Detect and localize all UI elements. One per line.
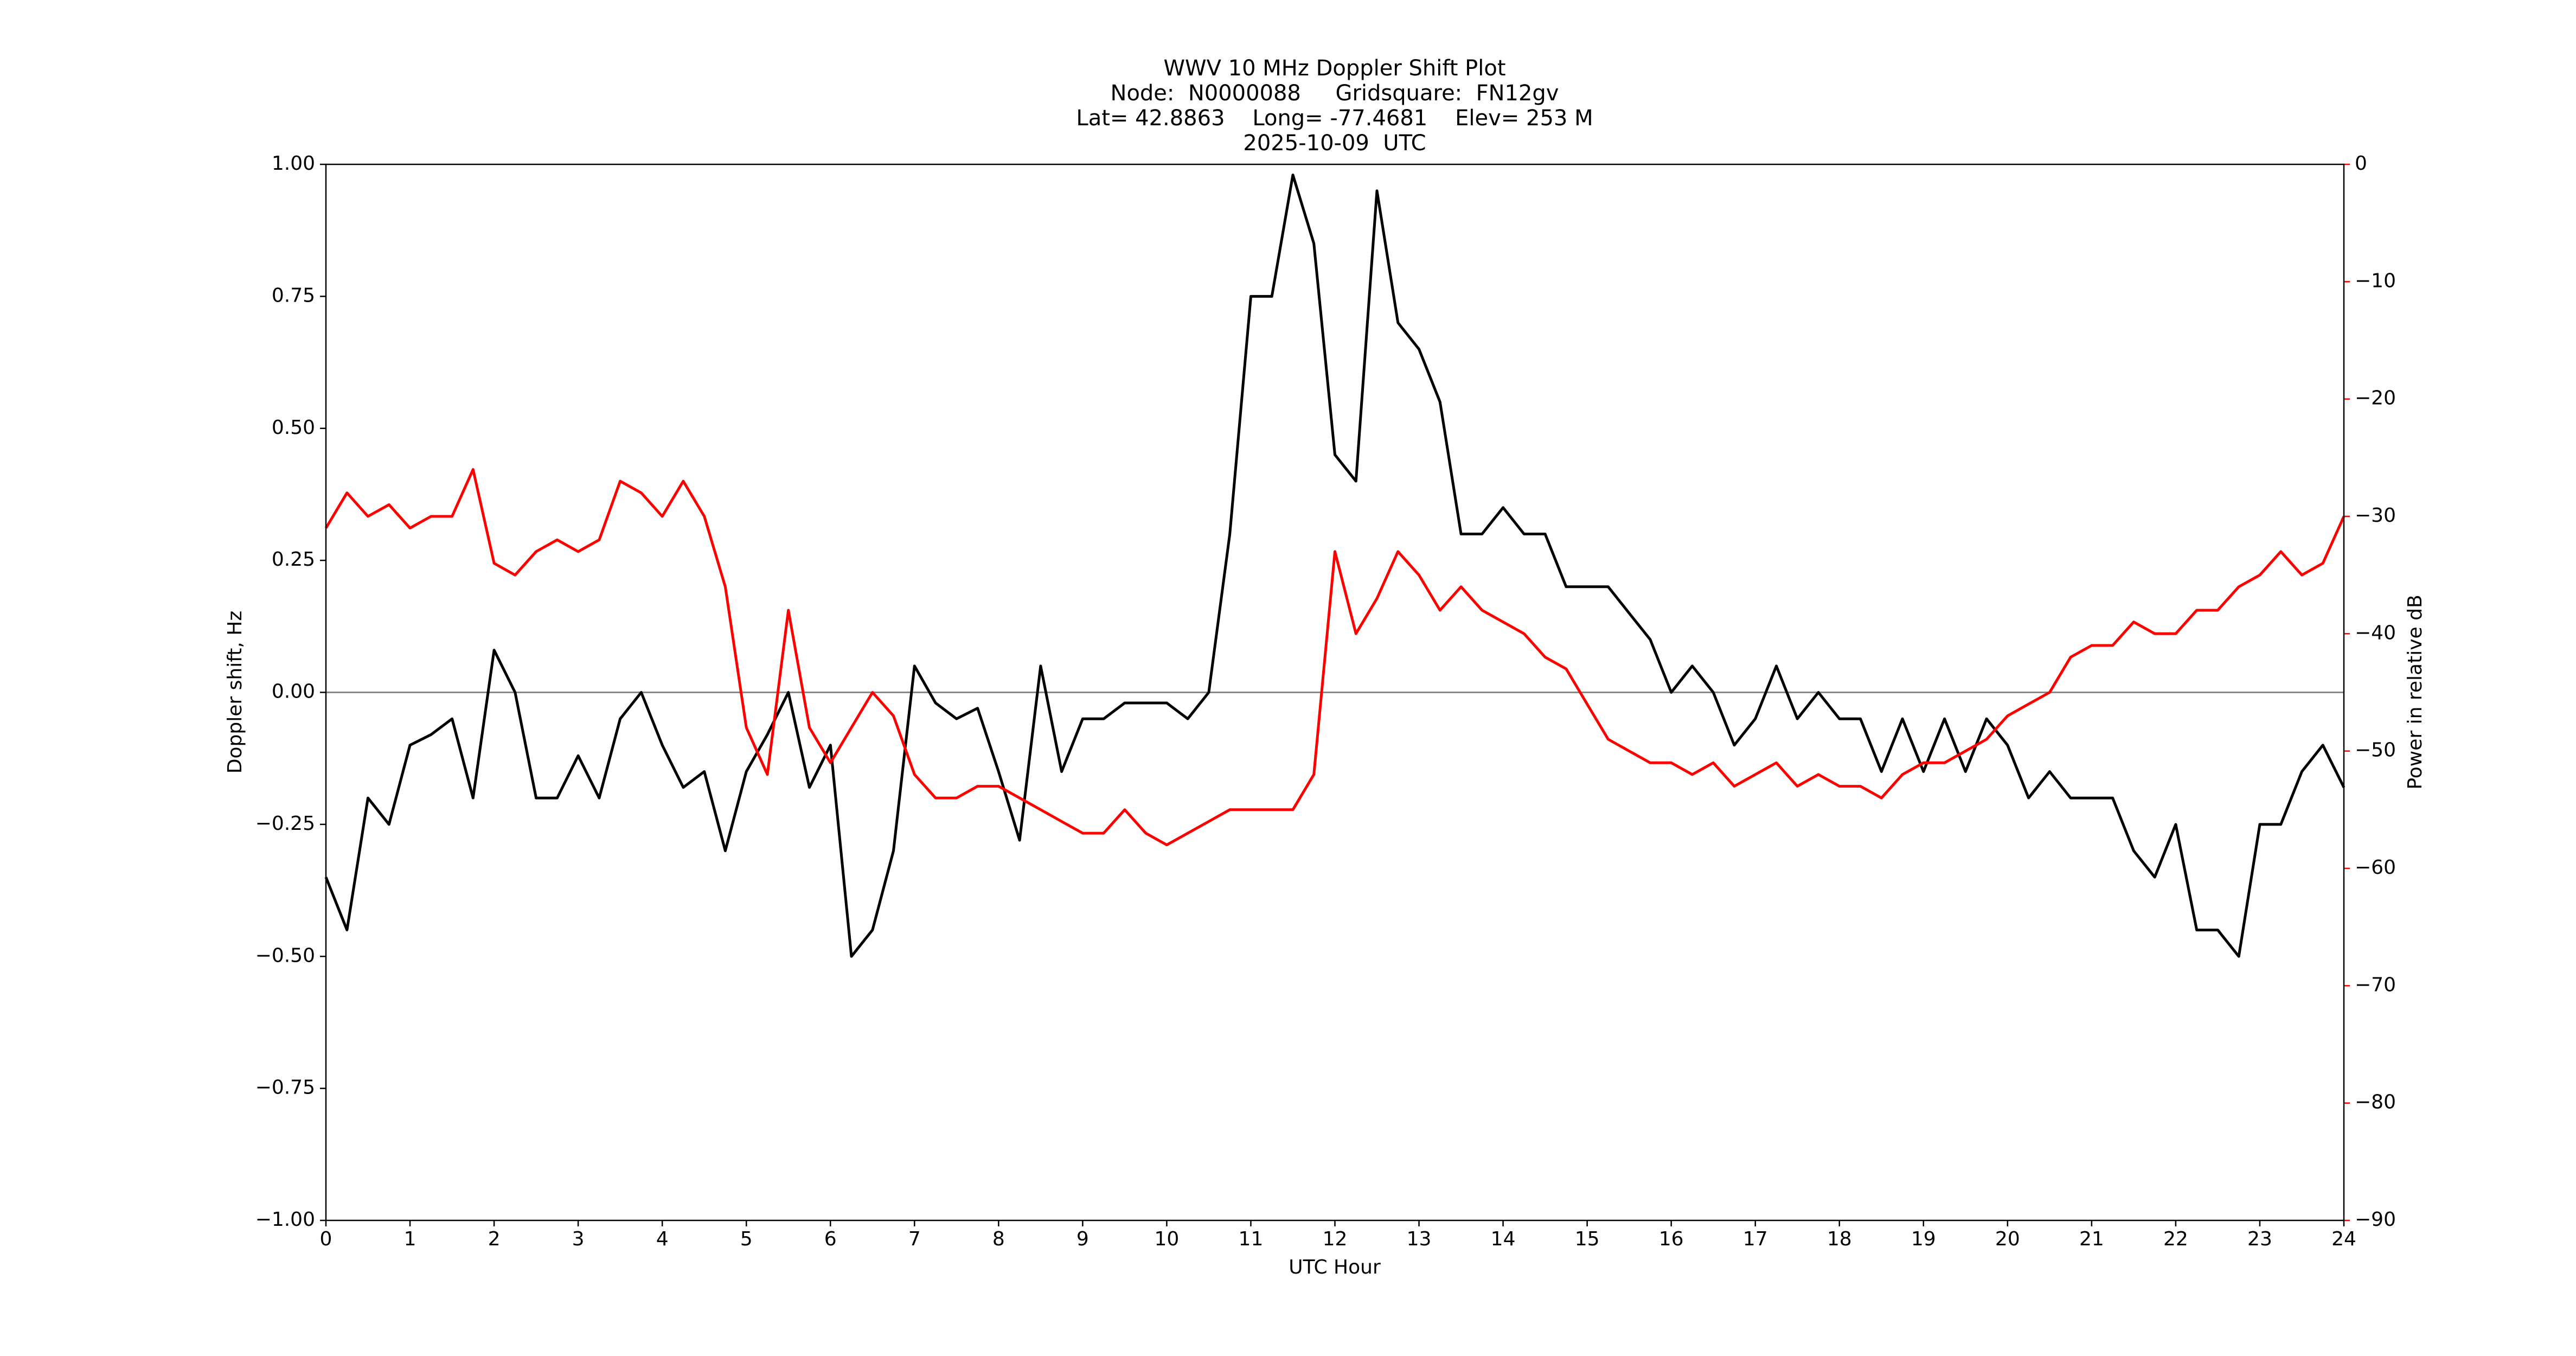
y2-tick-label: −30 <box>2355 504 2396 527</box>
x-tick-label: 18 <box>1827 1228 1852 1250</box>
x-tick-label: 16 <box>1659 1228 1684 1250</box>
x-tick-label: 21 <box>2079 1228 2104 1250</box>
x-tick-label: 19 <box>1911 1228 1936 1250</box>
x-tick-label: 15 <box>1575 1228 1600 1250</box>
y-tick-label: 1.00 <box>272 152 315 175</box>
x-tick-label: 5 <box>740 1228 753 1250</box>
x-tick-label: 9 <box>1076 1228 1089 1250</box>
chart-subtitle: 2025-10-09 UTC <box>1243 131 1426 156</box>
chart-subtitle: Lat= 42.8863 Long= -77.4681 Elev= 253 M <box>1076 106 1593 131</box>
y2-tick-label: −10 <box>2355 270 2396 292</box>
y2-tick-label: −90 <box>2355 1208 2396 1231</box>
y2-tick-label: −50 <box>2355 739 2396 762</box>
data-line <box>324 468 2346 847</box>
x-tick-label: 20 <box>1995 1228 2020 1250</box>
x-tick-label: 12 <box>1323 1228 1348 1250</box>
y2-tick-label: −40 <box>2355 622 2396 644</box>
y-tick-label: −0.50 <box>255 944 315 967</box>
x-tick-label: 2 <box>488 1228 501 1250</box>
y-tick-label: −0.25 <box>255 813 315 835</box>
x-tick-label: 17 <box>1743 1228 1768 1250</box>
x-tick-label: 3 <box>572 1228 585 1250</box>
x-tick-label: 10 <box>1155 1228 1180 1250</box>
x-tick-label: 13 <box>1407 1228 1432 1250</box>
y2-tick-label: −70 <box>2355 974 2396 996</box>
x-tick-label: 8 <box>992 1228 1005 1250</box>
x-tick-label: 0 <box>320 1228 332 1250</box>
x-tick-label: 24 <box>2331 1228 2356 1250</box>
y-tick-label: 0.75 <box>272 284 315 306</box>
plot-frame <box>325 163 2345 1221</box>
chart-subtitle: Node: N0000088 Gridsquare: FN12gv <box>1111 81 1559 106</box>
x-tick-label: 14 <box>1491 1228 1516 1250</box>
x-tick-label: 4 <box>656 1228 669 1250</box>
data-line <box>324 174 2346 958</box>
x-tick-label: 22 <box>2163 1228 2188 1250</box>
y2-tick-label: 0 <box>2355 152 2367 175</box>
y-tick-label: −1.00 <box>255 1208 315 1231</box>
y2-axis-label: Power in relative dB <box>2404 594 2426 789</box>
y-tick-label: 0.25 <box>272 548 315 571</box>
y-axis-label: Doppler shift, Hz <box>224 611 246 773</box>
x-tick-label: 1 <box>404 1228 416 1250</box>
x-axis-label: UTC Hour <box>1289 1256 1381 1278</box>
x-tick-label: 6 <box>824 1228 837 1250</box>
y2-tick-label: −80 <box>2355 1091 2396 1114</box>
y-tick-label: 0.00 <box>272 681 315 703</box>
y2-tick-label: −20 <box>2355 387 2396 410</box>
x-tick-label: 7 <box>908 1228 921 1250</box>
chart-title: WWV 10 MHz Doppler Shift Plot <box>1163 56 1505 81</box>
x-tick-label: 11 <box>1239 1228 1264 1250</box>
x-tick-label: 23 <box>2247 1228 2272 1250</box>
y-tick-label: −0.75 <box>255 1077 315 1099</box>
y-tick-label: 0.50 <box>272 417 315 439</box>
y2-tick-label: −60 <box>2355 856 2396 879</box>
